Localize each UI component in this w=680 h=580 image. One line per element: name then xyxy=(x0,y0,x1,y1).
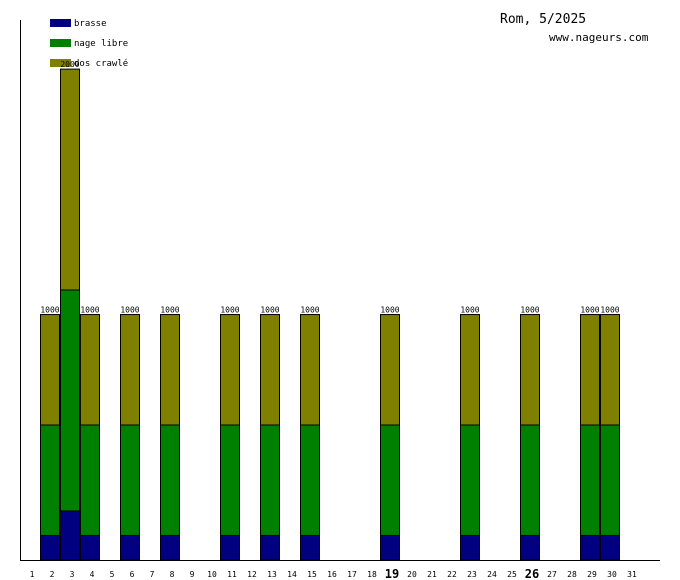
x-tick-label-29: 29 xyxy=(587,570,597,579)
bar-dos-crawle-day-15 xyxy=(300,314,320,426)
x-tick-label-6: 6 xyxy=(130,570,135,579)
bar-brasse-day-26 xyxy=(520,534,540,561)
bar-dos-crawle-day-19 xyxy=(380,314,400,426)
x-tick-label-2: 2 xyxy=(50,570,55,579)
x-tick-label-18: 18 xyxy=(367,570,377,579)
x-tick-label-3: 3 xyxy=(70,570,75,579)
bar-nage-libre-day-13 xyxy=(260,424,280,536)
bar-total-day-19: 1000 xyxy=(380,306,399,315)
x-tick-label-16: 16 xyxy=(327,570,337,579)
bar-brasse-day-8 xyxy=(160,534,180,561)
chart-title: Rom, 5/2025 xyxy=(500,12,586,27)
bar-dos-crawle-day-23 xyxy=(460,314,480,426)
x-tick-label-7: 7 xyxy=(150,570,155,579)
bar-brasse-day-6 xyxy=(120,534,140,561)
bar-total-day-30: 1000 xyxy=(600,306,619,315)
bar-dos-crawle-day-29 xyxy=(580,314,600,426)
bar-dos-crawle-day-2 xyxy=(40,314,60,426)
x-tick-label-21: 21 xyxy=(427,570,437,579)
bar-nage-libre-day-4 xyxy=(80,424,100,536)
bar-total-day-15: 1000 xyxy=(300,306,319,315)
x-tick-label-9: 9 xyxy=(190,570,195,579)
x-tick-label-31: 31 xyxy=(627,570,637,579)
bar-nage-libre-day-23 xyxy=(460,424,480,536)
bar-dos-crawle-day-3 xyxy=(60,68,80,291)
bar-total-day-26: 1000 xyxy=(520,306,539,315)
bar-dos-crawle-day-8 xyxy=(160,314,180,426)
bar-nage-libre-day-2 xyxy=(40,424,60,536)
x-tick-label-19: 19 xyxy=(385,567,399,580)
bar-dos-crawle-day-26 xyxy=(520,314,540,426)
bar-nage-libre-day-11 xyxy=(220,424,240,536)
bar-nage-libre-day-6 xyxy=(120,424,140,536)
bar-nage-libre-day-3 xyxy=(60,289,80,512)
bar-dos-crawle-day-6 xyxy=(120,314,140,426)
bar-total-day-11: 1000 xyxy=(220,306,239,315)
x-tick-label-24: 24 xyxy=(487,570,497,579)
bar-brasse-day-13 xyxy=(260,534,280,561)
x-tick-label-4: 4 xyxy=(90,570,95,579)
bar-brasse-day-30 xyxy=(600,534,620,561)
x-tick-labels: 1 2 3 4 5 6 7 8 9 10 11 12 13 14 15 16 17 18 19 20 21 22 23 24 2… xyxy=(30,567,637,580)
bar-brasse-day-11 xyxy=(220,534,240,561)
legend-label-dos-crawle: dos crawlé xyxy=(74,58,128,69)
bar-nage-libre-day-29 xyxy=(580,424,600,536)
bar-total-day-3: 2000 xyxy=(60,60,79,69)
bar-nage-libre-day-30 xyxy=(600,424,620,536)
x-tick-label-22: 22 xyxy=(447,570,457,579)
bar-total-day-6: 1000 xyxy=(120,306,139,315)
bars xyxy=(40,68,620,561)
x-tick-label-20: 20 xyxy=(407,570,417,579)
bar-brasse-day-15 xyxy=(300,534,320,561)
bar-total-day-8: 1000 xyxy=(160,306,179,315)
legend-swatch-brasse xyxy=(50,19,71,27)
bar-dos-crawle-day-11 xyxy=(220,314,240,426)
x-tick-label-13: 13 xyxy=(267,570,277,579)
bar-total-day-23: 1000 xyxy=(460,306,479,315)
legend-label-brasse: brasse xyxy=(74,19,107,29)
x-tick-label-11: 11 xyxy=(227,570,237,579)
bar-total-day-29: 1000 xyxy=(580,306,599,315)
x-tick-label-27: 27 xyxy=(547,570,557,579)
x-tick-label-28: 28 xyxy=(567,570,577,579)
bar-nage-libre-day-15 xyxy=(300,424,320,536)
bar-dos-crawle-day-30 xyxy=(600,314,620,426)
bar-brasse-day-2 xyxy=(40,534,60,561)
x-tick-label-15: 15 xyxy=(307,570,317,579)
legend-swatch-nage-libre xyxy=(50,39,71,47)
x-tick-label-26: 26 xyxy=(525,567,539,580)
x-tick-label-1: 1 xyxy=(30,570,35,579)
x-tick-label-30: 30 xyxy=(607,570,617,579)
x-tick-label-23: 23 xyxy=(467,570,477,579)
legend-label-nage-libre: nage libre xyxy=(74,39,128,49)
x-tick-label-10: 10 xyxy=(207,570,217,579)
x-tick-label-12: 12 xyxy=(247,570,257,579)
bar-dos-crawle-day-4 xyxy=(80,314,100,426)
x-tick-label-17: 17 xyxy=(347,570,357,579)
bar-total-day-4: 1000 xyxy=(80,306,99,315)
bar-nage-libre-day-26 xyxy=(520,424,540,536)
bar-total-day-2: 1000 xyxy=(40,306,59,315)
bar-brasse-day-3 xyxy=(60,510,80,561)
bar-brasse-day-23 xyxy=(460,534,480,561)
bar-brasse-day-29 xyxy=(580,534,600,561)
bar-nage-libre-day-8 xyxy=(160,424,180,536)
bar-brasse-day-19 xyxy=(380,534,400,561)
x-tick-label-14: 14 xyxy=(287,570,297,579)
bar-nage-libre-day-19 xyxy=(380,424,400,536)
legend-swatch-dos-crawle xyxy=(50,59,71,67)
bar-total-day-13: 1000 xyxy=(260,306,279,315)
legend: brasse nage libre dos crawlé xyxy=(50,19,128,69)
x-tick-label-8: 8 xyxy=(170,570,175,579)
chart-subtitle: www.nageurs.com xyxy=(549,31,649,44)
x-tick-label-25: 25 xyxy=(507,570,517,579)
x-tick-label-5: 5 xyxy=(110,570,115,579)
bar-dos-crawle-day-13 xyxy=(260,314,280,426)
bar-brasse-day-4 xyxy=(80,534,100,561)
